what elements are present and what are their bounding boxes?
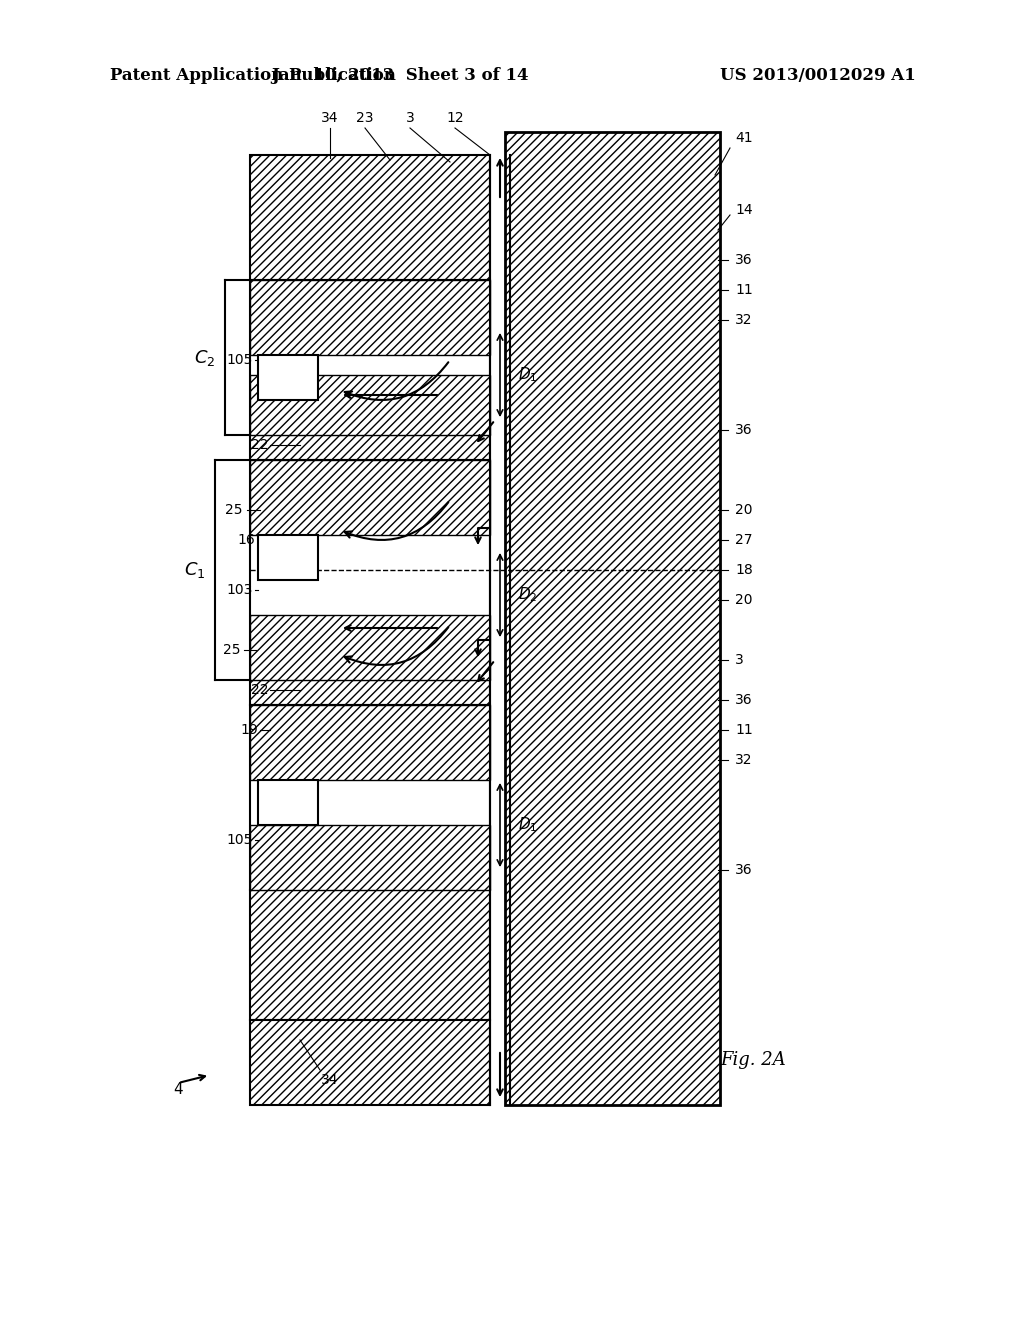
- Text: 19: 19: [241, 723, 258, 737]
- Text: 3: 3: [735, 653, 743, 667]
- Bar: [250, 280, 490, 355]
- Text: 20: 20: [735, 503, 753, 517]
- Text: 41: 41: [735, 131, 753, 145]
- Text: 22: 22: [251, 438, 268, 451]
- Text: $C_2$: $C_2$: [195, 347, 216, 367]
- Bar: [250, 154, 490, 280]
- Bar: [258, 780, 318, 825]
- Text: 36: 36: [735, 422, 753, 437]
- Text: 20: 20: [735, 593, 753, 607]
- Text: 4: 4: [173, 1082, 183, 1097]
- Text: 103: 103: [226, 583, 253, 597]
- Text: Fig. 2A: Fig. 2A: [720, 1051, 785, 1069]
- Text: 27: 27: [735, 533, 753, 546]
- Bar: [250, 436, 490, 459]
- Text: $C_1$: $C_1$: [184, 560, 206, 579]
- Text: US 2013/0012029 A1: US 2013/0012029 A1: [720, 66, 915, 83]
- Text: 3: 3: [406, 111, 415, 125]
- Bar: [250, 705, 490, 890]
- FancyArrowPatch shape: [345, 627, 449, 665]
- Text: 34: 34: [322, 111, 339, 125]
- Text: 11: 11: [735, 723, 753, 737]
- Bar: [250, 680, 490, 705]
- Text: 12: 12: [446, 111, 464, 125]
- Bar: [258, 355, 318, 400]
- Text: Jan. 10, 2013  Sheet 3 of 14: Jan. 10, 2013 Sheet 3 of 14: [271, 66, 528, 83]
- Text: $D_1$: $D_1$: [518, 816, 538, 834]
- Text: 32: 32: [735, 313, 753, 327]
- Bar: [258, 535, 318, 579]
- Text: 32: 32: [735, 752, 753, 767]
- Text: 36: 36: [735, 253, 753, 267]
- Text: 36: 36: [735, 693, 753, 708]
- Bar: [250, 615, 490, 680]
- Text: 11: 11: [735, 282, 753, 297]
- Text: $D_2$: $D_2$: [518, 586, 538, 605]
- Text: 105: 105: [226, 352, 253, 367]
- Text: 18: 18: [735, 564, 753, 577]
- Text: 105: 105: [226, 833, 253, 847]
- Text: 22: 22: [251, 682, 268, 697]
- Bar: [505, 132, 720, 1105]
- Text: 36: 36: [735, 863, 753, 876]
- Bar: [250, 825, 490, 890]
- FancyArrowPatch shape: [345, 502, 449, 540]
- Bar: [250, 705, 490, 780]
- Bar: [250, 459, 490, 680]
- Bar: [250, 1020, 490, 1105]
- Text: 14: 14: [735, 203, 753, 216]
- Text: Patent Application Publication: Patent Application Publication: [110, 66, 396, 83]
- Bar: [250, 890, 490, 1020]
- FancyArrowPatch shape: [345, 362, 449, 400]
- Text: $D_1$: $D_1$: [518, 366, 538, 384]
- Bar: [250, 459, 490, 535]
- Text: 16: 16: [238, 533, 255, 546]
- Bar: [250, 375, 490, 436]
- Bar: [250, 280, 490, 436]
- Text: 25: 25: [222, 643, 240, 657]
- Text: 23: 23: [356, 111, 374, 125]
- Text: 25: 25: [225, 503, 243, 517]
- Text: 34: 34: [322, 1073, 339, 1086]
